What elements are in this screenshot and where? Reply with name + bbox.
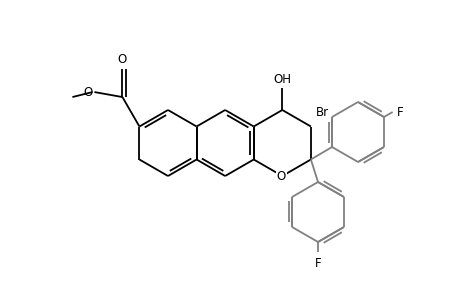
Text: O: O <box>83 85 92 99</box>
Text: F: F <box>314 257 321 270</box>
Text: O: O <box>118 53 127 66</box>
Text: F: F <box>396 106 403 118</box>
Text: O: O <box>276 169 285 182</box>
Text: Br: Br <box>315 106 328 118</box>
Text: OH: OH <box>273 73 291 86</box>
